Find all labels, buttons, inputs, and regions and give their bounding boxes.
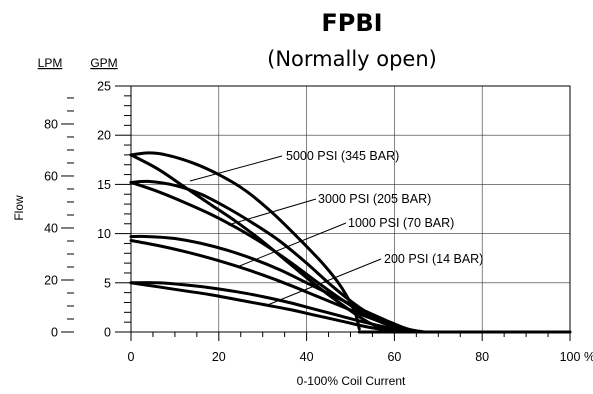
annotation-leader — [189, 155, 283, 182]
series-label: 3000 PSI (205 BAR) — [318, 192, 431, 206]
annotation-leader — [236, 222, 347, 268]
series-label: 5000 PSI (345 BAR) — [286, 149, 399, 163]
gpm-tick-label: 20 — [97, 129, 111, 143]
x-tick-label: 100 — [560, 350, 581, 364]
lpm-tick-label: 20 — [44, 273, 58, 287]
tick-labels: 0 20 40 60 80 100 0 5 10 15 20 25 0 20 40 60 80 — [44, 80, 580, 365]
lpm-tick-label: 0 — [51, 326, 58, 340]
annotation-leader — [227, 198, 317, 226]
axes — [61, 85, 571, 341]
x-unit-label: % — [584, 350, 593, 364]
annotation-leader — [264, 258, 382, 307]
x-tick-label: 60 — [387, 350, 401, 364]
grid — [131, 86, 570, 332]
gpm-tick-label: 10 — [97, 227, 111, 241]
gpm-tick-label: 0 — [104, 326, 111, 340]
curve-upper-3 — [129, 281, 414, 334]
chart-subtitle: (Normally open) — [267, 47, 437, 71]
lpm-tick-label: 80 — [44, 117, 58, 131]
curve-lower-2 — [129, 239, 423, 334]
x-tick-label: 40 — [300, 350, 314, 364]
annotations: 5000 PSI (345 BAR) 3000 PSI (205 BAR) 1000… — [189, 149, 483, 307]
x-tick-label: 20 — [212, 350, 226, 364]
x-axis-label: 0-100% Coil Current — [297, 374, 406, 388]
series-label: 1000 PSI (70 BAR) — [348, 216, 454, 230]
y-axis-label: Flow — [12, 195, 26, 221]
curve-lower-3 — [129, 281, 410, 334]
curve-upper-0 — [129, 151, 361, 331]
series-label: 200 PSI (14 BAR) — [384, 252, 483, 266]
lpm-unit-label: LPM — [38, 56, 63, 70]
x-tick-label: 80 — [475, 350, 489, 364]
chart-title: FPBI — [321, 9, 382, 37]
x-tick-label: 0 — [128, 350, 135, 364]
curves — [129, 151, 572, 334]
gpm-tick-label: 25 — [97, 80, 111, 94]
gpm-tick-label: 15 — [97, 178, 111, 192]
lpm-tick-label: 40 — [44, 221, 58, 235]
gpm-tick-label: 5 — [104, 276, 111, 290]
gpm-unit-label: GPM — [90, 56, 117, 70]
curve-upper-2 — [129, 234, 427, 334]
lpm-tick-label: 60 — [44, 169, 58, 183]
